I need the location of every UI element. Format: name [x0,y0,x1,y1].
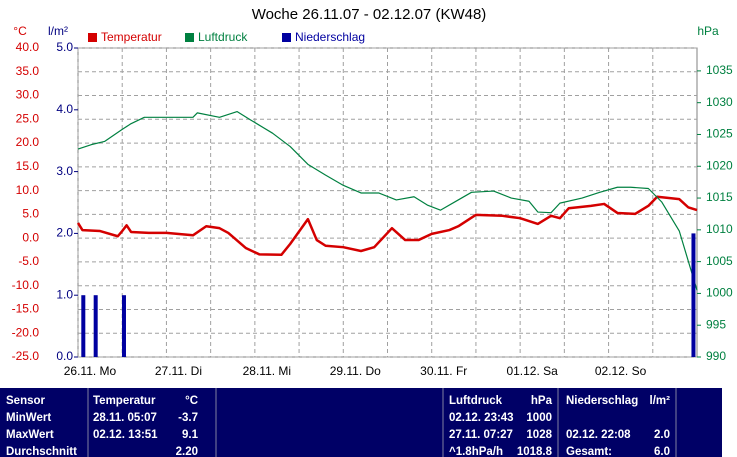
y3-tick-label: 0.0 [56,349,73,363]
y-tick-label: -25.0 [12,349,40,363]
y-tick-label: 30.0 [16,88,40,102]
x-tick-label: 28.11. Mi [243,364,291,378]
legend-label: Temperatur [101,30,162,44]
bar [81,295,86,357]
y-tick-label: 15.0 [16,159,40,173]
table-cell: 6.0 [654,446,670,457]
y2-tick-label: 1020 [706,158,733,172]
table-background [0,388,722,457]
table-cell: 2.20 [176,446,198,457]
x-tick-label: 29.11. Do [330,364,381,378]
table-cell: MaxWert [6,429,54,441]
legend-label: Niederschlag [295,30,365,44]
stats-table: Sensor Temperatur °C Luftdruck hPa Niederschl… [0,388,722,457]
table-cell: 1000 [526,412,552,424]
y2-tick-label: 1005 [706,254,733,268]
y3-axis-label: l/m² [48,24,68,38]
y3-tick-label: 5.0 [56,40,73,54]
y2-tick-label: 1015 [706,190,733,204]
table-header: hPa [531,395,553,407]
table-cell: 27.11. 07:27 [449,429,513,441]
y2-tick-label: 990 [706,349,726,363]
table-cell: 28.11. 05:07 [93,412,157,424]
y-tick-label: 5.0 [22,207,39,221]
y-axis-label: °C [13,24,27,38]
table-cell: 1028 [526,429,552,441]
y-tick-label: -5.0 [18,254,39,268]
table-header: Niederschlag [566,395,638,407]
table-cell: 2.0 [654,429,670,441]
table-header: °C [185,395,198,407]
legend-swatch [185,33,194,42]
chart-title: Woche 26.11.07 - 02.12.07 (KW48) [252,6,487,23]
table-header: Temperatur [93,395,156,407]
table-header: Luftdruck [449,395,503,407]
y3-tick-label: 1.0 [56,287,73,301]
table-header: Sensor [6,395,46,407]
x-tick-label: 01.12. Sa [506,364,558,378]
table-cell: Durchschnitt [6,446,77,457]
y-tick-label: -15.0 [12,302,40,316]
table-cell: 02.12. 22:08 [566,429,631,441]
y3-tick-label: 4.0 [56,102,73,116]
table-cell: MinWert [6,412,51,424]
y-tick-label: 10.0 [16,183,40,197]
legend-swatch [88,33,97,42]
bar [93,295,98,357]
table-cell: 1018.8 [517,446,553,457]
y2-tick-label: 995 [706,317,726,331]
table-cell: -3.7 [178,412,198,424]
y-tick-label: 25.0 [16,111,40,125]
y2-tick-label: 1010 [706,222,733,236]
x-tick-label: 30.11. Fr [420,364,467,378]
legend-label: Luftdruck [198,30,248,44]
y-tick-label: -10.0 [12,278,40,292]
y3-tick-label: 2.0 [56,226,73,240]
y2-tick-label: 1025 [706,127,733,141]
table-cell: 02.12. 13:51 [93,429,158,441]
x-tick-label: 26.11. Mo [64,364,117,378]
bar [691,233,696,357]
legend-swatch [282,33,291,42]
bar [121,295,126,357]
series-line [76,195,698,257]
y2-tick-label: 1035 [706,63,733,77]
y-tick-label: -20.0 [12,325,40,339]
table-header: l/m² [650,395,671,407]
y3-tick-label: 3.0 [56,164,73,178]
table-cell: 02.12. 23:43 [449,412,514,424]
x-tick-label: 02.12. So [595,364,647,378]
y2-tick-label: 1030 [706,95,733,109]
y2-tick-label: 1000 [706,286,733,300]
x-tick-label: 27.11. Di [155,364,202,378]
table-cell: 9.1 [182,429,199,441]
series-line [77,110,698,291]
y-tick-label: 40.0 [16,40,40,54]
y2-axis-label: hPa [697,24,719,38]
table-cell: ^1.8hPa/h [449,446,503,457]
y-tick-label: 0.0 [22,230,39,244]
y-tick-label: 20.0 [16,135,40,149]
y-tick-label: 35.0 [16,64,40,78]
table-cell: Gesamt: [566,446,612,457]
